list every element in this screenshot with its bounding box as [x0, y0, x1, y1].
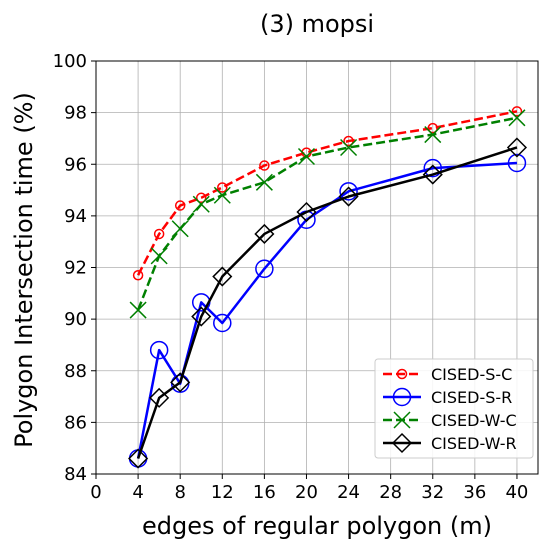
data-point-cised-w-c [171, 220, 189, 238]
data-point-cised-w-c [129, 301, 147, 319]
data-point-cised-s-r [423, 158, 443, 178]
y-tick-label: 88 [64, 361, 87, 382]
series-cised-w-r [128, 137, 528, 469]
data-point-cised-w-c [424, 126, 442, 144]
data-point-cised-w-r [254, 223, 275, 245]
data-point-cised-w-c [340, 138, 358, 157]
x-axis-label: edges of regular polygon (m) [142, 512, 492, 540]
x-tick-label: 28 [379, 482, 402, 503]
x-tick-label: 8 [174, 482, 185, 503]
legend: CISED-S-C CISED-S-R CISED-W-C CISED-W-R [374, 358, 534, 459]
y-axis-label: Polygon Intersection time (%) [10, 92, 38, 448]
data-point-cised-s-c [343, 135, 354, 147]
x-tick-label: 4 [132, 482, 143, 503]
axis-layer: 0 4 8 12 16 20 24 28 32 36 40 84 86 88 90 92 94 96 98 100 [53, 51, 529, 503]
legend-box [374, 358, 534, 459]
legend-marker-cised-w-r [391, 432, 413, 454]
data-point-cised-s-c [174, 200, 186, 211]
y-tick-label: 96 [64, 154, 87, 175]
series-line-cised-s-r [136, 161, 518, 459]
data-point-cised-s-r [507, 153, 527, 173]
data-point-cised-s-c [217, 182, 228, 193]
data-point-cised-s-c [511, 106, 523, 117]
data-point-cised-w-r [149, 387, 170, 408]
x-tick-label: 36 [463, 482, 486, 503]
legend-label-cised-s-r: CISED-S-R [431, 388, 512, 407]
data-point-cised-s-r [339, 182, 358, 201]
series-cised-s-c [132, 106, 523, 281]
data-point-cised-s-c [195, 192, 207, 204]
chart-title: (3) mopsi [260, 10, 374, 38]
x-tick-label: 12 [211, 482, 234, 503]
data-point-cised-w-r [296, 201, 317, 223]
y-tick-label: 100 [53, 51, 87, 72]
y-tick-label: 86 [64, 412, 87, 433]
data-point-cised-w-r [422, 164, 443, 185]
data-point-cised-w-r [170, 372, 191, 393]
x-tick-label: 40 [505, 482, 528, 503]
data-point-cised-w-c [255, 173, 273, 191]
series-line-cised-s-c [136, 110, 518, 276]
y-tick-label: 94 [64, 206, 87, 227]
data-point-cised-s-c [427, 122, 439, 134]
data-point-cised-w-c [192, 195, 210, 213]
data-point-cised-s-r [255, 259, 274, 279]
data-point-cised-w-c [297, 147, 316, 166]
series-line-cised-w-c [136, 116, 518, 311]
legend-label-cised-w-r: CISED-W-R [431, 434, 517, 453]
legend-label-cised-s-c: CISED-S-C [431, 365, 512, 384]
legend-marker-cised-s-c [396, 368, 408, 380]
data-point-cised-w-c [508, 109, 526, 127]
x-tick-label: 20 [295, 482, 318, 503]
series-layer [128, 106, 528, 469]
data-point-cised-w-r [191, 306, 212, 327]
y-tick-label: 84 [64, 464, 87, 485]
y-tick-label: 92 [64, 258, 87, 279]
x-tick-label: 0 [90, 482, 101, 503]
data-point-cised-s-c [153, 228, 165, 240]
legend-marker-cised-s-r [392, 387, 412, 407]
legend-label-cised-w-c: CISED-W-C [431, 411, 517, 430]
data-point-cised-w-r [212, 266, 233, 287]
x-tick-label: 16 [253, 482, 276, 503]
series-cised-w-c [129, 109, 526, 319]
legend-marker-cised-w-c [393, 411, 411, 429]
y-tick-label: 90 [64, 309, 87, 330]
data-point-cised-w-r [338, 186, 359, 207]
series-line-cised-w-r [136, 146, 518, 459]
x-tick-label: 32 [421, 482, 444, 503]
data-point-cised-w-c [213, 186, 231, 204]
data-point-cised-w-c [150, 247, 168, 265]
data-point-cised-s-r [213, 313, 232, 333]
x-tick-label: 24 [337, 482, 360, 503]
y-tick-label: 98 [64, 103, 87, 124]
data-point-cised-s-c [259, 160, 270, 171]
data-point-cised-w-r [128, 448, 149, 469]
data-point-cised-s-r [149, 340, 169, 360]
data-point-cised-w-r [506, 137, 528, 158]
data-point-cised-s-c [132, 269, 144, 281]
